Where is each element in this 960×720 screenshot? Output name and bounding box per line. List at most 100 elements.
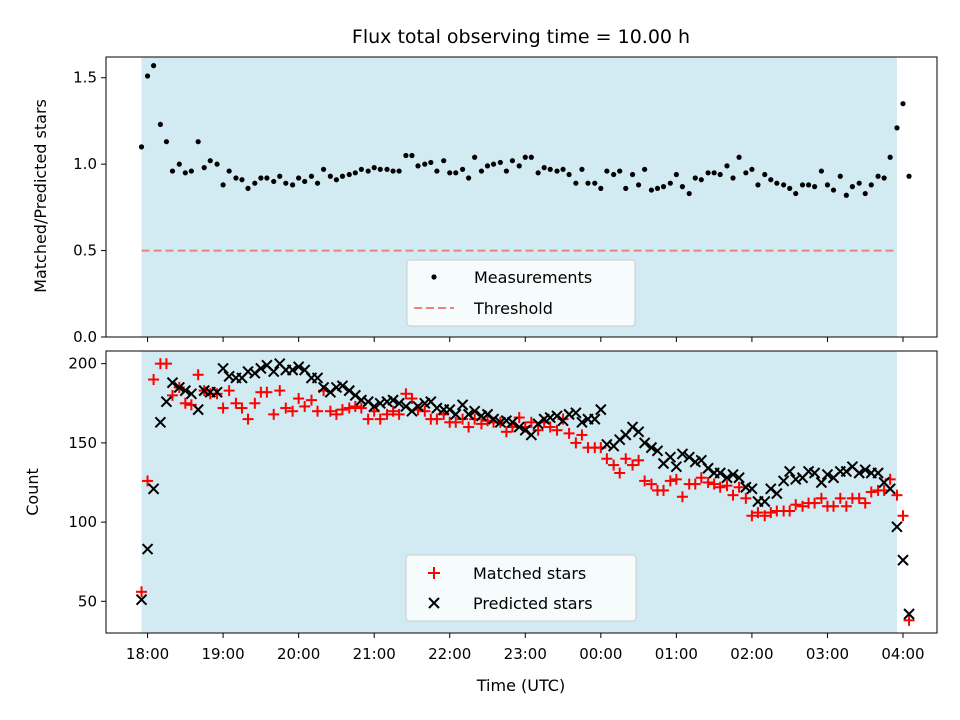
- measurement-point: [818, 168, 825, 174]
- matched-star-mark: [312, 405, 324, 417]
- measurement-point: [837, 173, 843, 179]
- predicted-star-mark: [317, 381, 330, 394]
- predicted-star-b: [859, 464, 871, 476]
- predicted-star-mark: [223, 370, 235, 383]
- measurement-point: [781, 182, 787, 188]
- predicted-star-b: [317, 381, 330, 394]
- predicted-star-b: [733, 472, 745, 484]
- matched-star-mark: [475, 418, 487, 430]
- predicted-star-b: [702, 462, 714, 474]
- measurement-point: [396, 168, 402, 174]
- x-tick-label: 18:00: [126, 645, 169, 663]
- predicted-star-mark: [759, 495, 771, 508]
- measurement-point: [352, 170, 358, 176]
- measurement-point: [390, 168, 396, 174]
- predicted-star-b: [740, 481, 752, 493]
- matched-star-mark: [166, 389, 178, 401]
- measurement-point: [887, 154, 893, 160]
- measurement-point: [434, 168, 440, 174]
- predicted-star-b: [135, 594, 148, 606]
- measurement-point: [862, 190, 868, 197]
- predicted-star-b: [808, 467, 821, 479]
- measurement-point: [497, 159, 503, 166]
- matched-star-mark: [563, 427, 575, 439]
- predicted-star-b: [211, 386, 223, 398]
- predicted-star-mark: [456, 399, 469, 411]
- top-y-tick-label: 0.0: [73, 328, 97, 346]
- predicted-star-b: [349, 389, 362, 402]
- predicted-star-b: [412, 400, 424, 413]
- predicted-star-b: [141, 543, 154, 555]
- measurement-point: [579, 166, 585, 172]
- predicted-star-mark: [670, 460, 683, 473]
- matched-star-mark: [689, 478, 701, 490]
- predicted-star-b: [676, 448, 689, 460]
- matched-star-mark: [627, 459, 639, 471]
- predicted-star-b: [513, 421, 525, 433]
- measurement-point: [541, 165, 547, 171]
- predicted-star-b: [456, 399, 469, 411]
- measurement-point: [453, 170, 459, 176]
- matched-star-mark: [828, 500, 840, 512]
- top-legend: Measurements Threshold: [406, 259, 636, 327]
- measurement-point: [415, 163, 421, 169]
- matched-star-mark: [620, 453, 632, 465]
- predicted-star-b: [544, 411, 556, 424]
- matched-star-mark: [695, 472, 707, 484]
- top-y-tick-label: 1.5: [73, 69, 97, 87]
- measurement-point: [339, 173, 346, 179]
- matched-star-mark: [457, 413, 469, 425]
- predicted-star-mark: [859, 464, 871, 476]
- matched-star-mark: [305, 394, 317, 406]
- measurement-point: [849, 184, 855, 190]
- x-tick-label: 19:00: [201, 645, 244, 663]
- measurement-point: [875, 173, 881, 179]
- matched-star-mark: [330, 408, 342, 420]
- chart-title: Flux total observing time = 10.00 h: [352, 26, 690, 48]
- measurement-point: [245, 185, 251, 191]
- top-y-tick-label: 0.5: [73, 242, 97, 260]
- predicted-star-b: [802, 465, 815, 478]
- predicted-star-b: [891, 521, 903, 533]
- predicted-star-b: [765, 483, 777, 495]
- measurement-point: [472, 154, 478, 160]
- measurement-point: [346, 171, 352, 178]
- measurement-point: [226, 168, 232, 174]
- matched-star-mark: [324, 405, 336, 417]
- measurement-point: [371, 165, 377, 171]
- matched-star-mark: [733, 481, 745, 493]
- matched-star-mark: [211, 388, 223, 400]
- matched-star-mark: [853, 492, 865, 504]
- measurement-point: [289, 182, 296, 188]
- predicted-star-mark: [632, 426, 645, 438]
- predicted-star-mark: [783, 465, 796, 478]
- predicted-star-b: [519, 424, 531, 436]
- measurement-point: [635, 182, 642, 188]
- predicted-star-mark: [374, 397, 386, 409]
- predicted-star-b: [878, 476, 890, 489]
- predicted-star-mark: [336, 380, 349, 392]
- predicted-star-b: [651, 445, 664, 457]
- measurement-point: [201, 165, 207, 171]
- measurement-point: [384, 166, 390, 172]
- predicted-star-b: [444, 403, 456, 416]
- measurement-point: [466, 175, 472, 181]
- predicted-star-b: [355, 394, 368, 406]
- matched-star-mark: [664, 475, 676, 487]
- matched-star-mark: [406, 393, 418, 405]
- measurement-point: [824, 182, 831, 188]
- matched-star-mark: [859, 497, 871, 509]
- measurement-point: [490, 161, 497, 167]
- measurement-point: [894, 125, 900, 131]
- predicted-star-mark: [368, 400, 380, 413]
- matched-star-mark: [230, 397, 242, 409]
- measurement-point: [755, 182, 761, 188]
- measurement-point: [805, 182, 812, 188]
- measurement-point: [774, 180, 780, 186]
- measurement-point: [547, 166, 553, 172]
- measurement-point: [144, 73, 151, 79]
- matched-star-mark: [261, 386, 273, 398]
- matched-star-mark: [362, 413, 374, 425]
- predicted-star-mark: [185, 388, 198, 400]
- measurement-point: [314, 180, 321, 186]
